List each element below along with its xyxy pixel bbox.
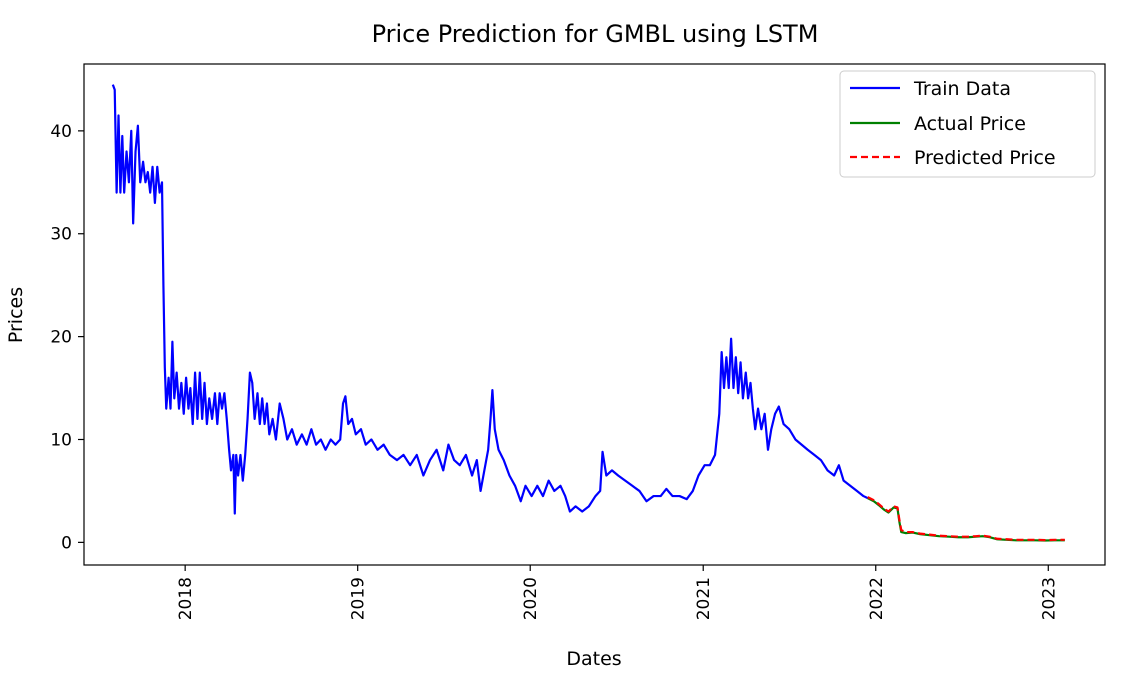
y-axis: 0 10 20 30 40: [50, 122, 84, 553]
legend-box: [839, 70, 1096, 178]
x-axis: 2018 2019 2020 2021 2022 2023: [176, 565, 1059, 620]
legend-label-train-data: Train Data: [913, 78, 1011, 100]
x-axis-label: Dates: [566, 648, 621, 670]
y-tick-label-10: 10: [50, 430, 72, 450]
x-tick-label-2020: 2020: [521, 577, 541, 620]
x-tick-label-2018: 2018: [176, 577, 196, 620]
legend: Train Data Actual Price Predicted Price: [839, 70, 1096, 178]
legend-label-predicted-price: Predicted Price: [914, 147, 1056, 169]
x-tick-label-2023: 2023: [1039, 577, 1059, 620]
x-tick-label-2021: 2021: [694, 577, 714, 620]
y-axis-label: Prices: [5, 287, 27, 343]
legend-label-actual-price: Actual Price: [914, 113, 1026, 135]
y-tick-label-0: 0: [61, 533, 72, 553]
y-tick-label-20: 20: [50, 328, 72, 348]
series-layer: [111, 84, 1065, 542]
series-line-train-data: [111, 84, 869, 515]
chart-title: Price Prediction for GMBL using LSTM: [372, 20, 819, 48]
series-line-predicted-price: [867, 496, 1065, 542]
y-tick-label-40: 40: [50, 122, 72, 142]
plot-frame: [83, 63, 1106, 566]
x-tick-label-2022: 2022: [867, 577, 887, 620]
y-tick-label-30: 30: [50, 225, 72, 245]
x-tick-label-2019: 2019: [349, 577, 369, 620]
